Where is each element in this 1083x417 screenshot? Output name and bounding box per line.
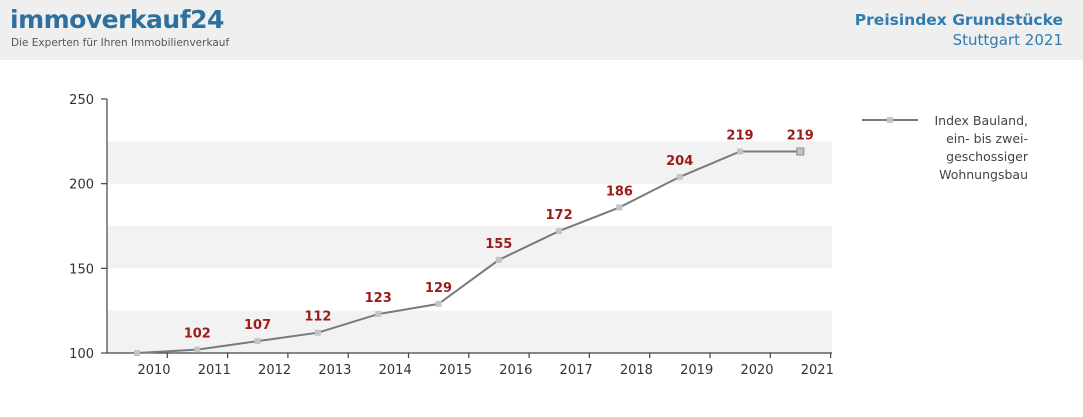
data-label: 204 bbox=[666, 154, 693, 169]
data-label: 172 bbox=[546, 208, 573, 223]
data-label: 102 bbox=[184, 327, 211, 342]
y-tick-label: 250 bbox=[69, 93, 94, 108]
data-label: 219 bbox=[726, 128, 753, 143]
x-tick-label: 2019 bbox=[680, 363, 713, 378]
x-tick-label: 2018 bbox=[620, 363, 653, 378]
x-tick-label: 2011 bbox=[198, 363, 231, 378]
y-tick-label: 150 bbox=[69, 262, 94, 277]
y-tick-label: 100 bbox=[69, 347, 94, 362]
x-tick-label: 2016 bbox=[499, 363, 532, 378]
series-line bbox=[136, 150, 801, 354]
data-point bbox=[796, 147, 805, 156]
data-point bbox=[314, 329, 321, 336]
x-tick-label: 2015 bbox=[439, 363, 472, 378]
data-point bbox=[254, 338, 261, 345]
data-point bbox=[375, 311, 382, 318]
x-tick-label: 2020 bbox=[740, 363, 773, 378]
data-point bbox=[556, 228, 563, 235]
data-label: 123 bbox=[365, 291, 392, 306]
y-axis-ticks: 100 150 200 250 bbox=[69, 93, 107, 362]
legend-entry-line: geschossiger bbox=[946, 149, 1029, 164]
series-group bbox=[134, 147, 805, 356]
y-tick-label: 200 bbox=[69, 178, 94, 193]
data-point bbox=[435, 300, 442, 307]
data-label: 129 bbox=[425, 281, 452, 296]
data-label: 107 bbox=[244, 318, 271, 333]
grid-bands bbox=[107, 141, 832, 353]
data-label: 112 bbox=[304, 310, 331, 325]
legend-entry-line: Wohnungsbau bbox=[939, 167, 1028, 182]
legend: Index Bauland, ein- bis zwei-geschossiger… bbox=[862, 113, 1029, 182]
grid-band bbox=[107, 141, 832, 184]
x-tick-label: 2021 bbox=[801, 363, 834, 378]
legend-marker bbox=[887, 117, 893, 123]
header-bar: immoverkauf24 Die Experten für Ihren Imm… bbox=[0, 0, 1083, 60]
brand-logo: immoverkauf24 bbox=[10, 5, 224, 34]
x-tick-label: 2012 bbox=[258, 363, 291, 378]
data-point bbox=[495, 256, 502, 263]
data-point bbox=[134, 350, 140, 356]
brand-tagline: Die Experten für Ihren Immobilienverkauf bbox=[11, 37, 230, 49]
legend-entry-line: Index Bauland, bbox=[934, 113, 1028, 128]
x-tick-label: 2014 bbox=[379, 363, 412, 378]
data-point bbox=[616, 204, 623, 211]
data-point bbox=[194, 346, 201, 353]
data-label: 186 bbox=[606, 184, 633, 199]
data-labels: 102 107 112 123 129 155 172 186 204 219 219 bbox=[184, 128, 814, 341]
data-label: 219 bbox=[787, 128, 814, 143]
data-point bbox=[676, 173, 683, 180]
title-block: Preisindex Grundstücke Stuttgart 2021 bbox=[855, 10, 1063, 50]
x-axis-ticks: 2010 2011 2012 2013 2014 2015 2016 2017 2018 2019… bbox=[137, 353, 834, 378]
data-label: 155 bbox=[485, 237, 512, 252]
chart-subtitle: Stuttgart 2021 bbox=[952, 31, 1063, 49]
x-tick-label: 2017 bbox=[560, 363, 593, 378]
data-point bbox=[737, 148, 743, 155]
grid-band bbox=[107, 226, 832, 269]
x-tick-label: 2013 bbox=[318, 363, 351, 378]
x-tick-label: 2010 bbox=[137, 363, 170, 378]
legend-entry-line: ein- bis zwei- bbox=[946, 131, 1028, 146]
chart-title: Preisindex Grundstücke bbox=[854, 11, 1063, 29]
